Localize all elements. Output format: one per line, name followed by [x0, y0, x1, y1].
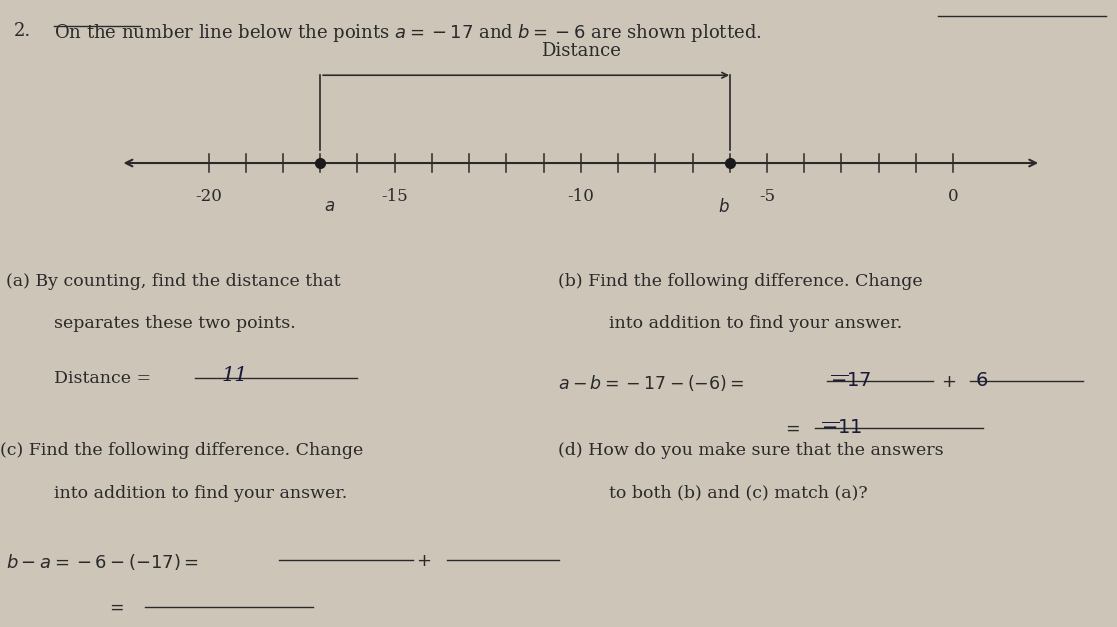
Text: Distance: Distance [541, 41, 621, 60]
Text: (c) Find the following difference. Change: (c) Find the following difference. Chang… [0, 442, 363, 459]
Text: Distance =: Distance = [54, 370, 156, 387]
Text: into addition to find your answer.: into addition to find your answer. [609, 315, 903, 332]
Text: 11: 11 [221, 366, 248, 384]
Text: $+$: $+$ [416, 552, 431, 570]
Text: $b$: $b$ [718, 198, 731, 216]
Text: $b-a=-6-(-17)=$: $b-a=-6-(-17)=$ [6, 552, 199, 572]
Text: On the number line below the points $a=-17$ and $b=-6$ are shown plotted.: On the number line below the points $a=-… [54, 22, 762, 44]
Text: -15: -15 [381, 188, 408, 205]
Text: -10: -10 [567, 188, 594, 205]
Text: -5: -5 [758, 188, 775, 205]
Text: $+$: $+$ [936, 373, 957, 391]
Text: 2.: 2. [13, 22, 30, 40]
Text: into addition to find your answer.: into addition to find your answer. [54, 485, 347, 502]
Text: $\overline{-}17$: $\overline{-}17$ [830, 372, 871, 390]
Text: to both (b) and (c) match (a)?: to both (b) and (c) match (a)? [609, 485, 868, 502]
Text: $=$: $=$ [782, 420, 800, 437]
Text: $a-b=-17-(-6)=$: $a-b=-17-(-6)=$ [558, 373, 745, 393]
Text: $6$: $6$ [975, 372, 989, 390]
Text: (d) How do you make sure that the answers: (d) How do you make sure that the answer… [558, 442, 944, 459]
Text: 0: 0 [948, 188, 958, 205]
Text: -20: -20 [195, 188, 222, 205]
Text: (a) By counting, find the distance that: (a) By counting, find the distance that [6, 273, 341, 290]
Text: $\overline{-}11$: $\overline{-}11$ [821, 419, 862, 437]
Text: separates these two points.: separates these two points. [54, 315, 295, 332]
Text: $=$: $=$ [106, 599, 124, 616]
Text: (b) Find the following difference. Change: (b) Find the following difference. Chang… [558, 273, 923, 290]
Text: $a$: $a$ [324, 198, 335, 214]
